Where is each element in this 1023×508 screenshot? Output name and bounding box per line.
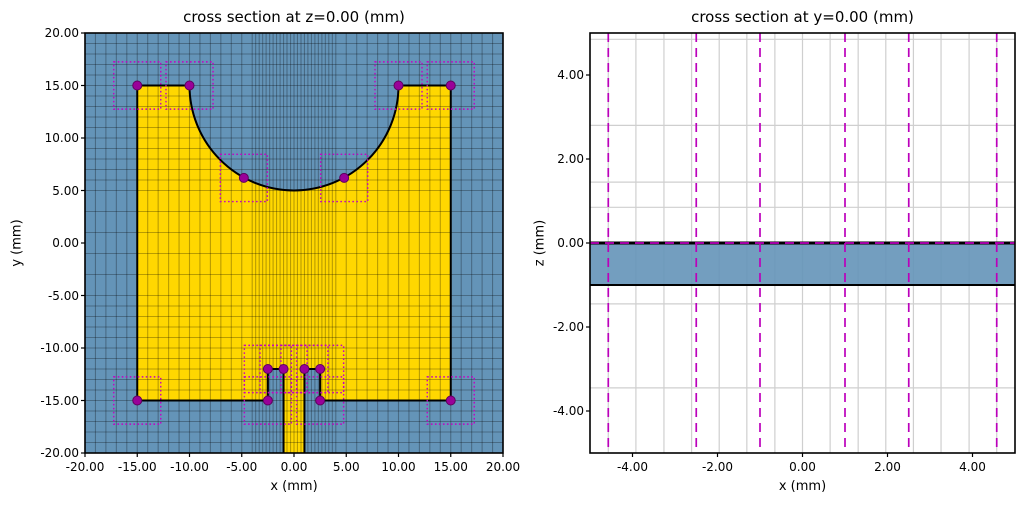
left-y-tick-label: -5.00	[47, 288, 79, 303]
left-xaxis-label: x (mm)	[270, 479, 318, 494]
probe-dot-layer	[132, 80, 456, 406]
left-x-tick-label: -15.00	[117, 460, 157, 474]
probe-box	[165, 61, 214, 110]
left-y-tick-label: -10.00	[40, 341, 79, 355]
probe-box	[113, 376, 162, 425]
mesh-hint-layer	[590, 33, 1015, 453]
right-x-tick-label: 2.00	[874, 460, 901, 474]
probe-box	[426, 61, 475, 110]
left-x-tick-label: -5.00	[226, 460, 258, 474]
probe-dot	[278, 364, 289, 374]
right-x-tick-label: -4.00	[616, 460, 649, 474]
mesh-grid	[84, 32, 504, 454]
right-y-tick-label: 2.00	[557, 152, 584, 166]
right-y-tick-label: 0.00	[557, 236, 584, 250]
probe-box	[243, 344, 293, 394]
probe-dot	[132, 80, 143, 91]
left-y-tick-label: -15.00	[40, 393, 79, 408]
probe-dot	[184, 80, 195, 91]
left-y-tick-label: 5.00	[52, 183, 79, 198]
probe-dot	[238, 172, 249, 183]
probe-dot	[299, 364, 310, 374]
probe-dot	[315, 364, 326, 374]
left-y-tick-label: 15.00	[44, 78, 79, 93]
left-x-tick-label: 10.00	[381, 460, 416, 474]
right-plot-title: cross section at y=0.00 (mm)	[691, 8, 914, 26]
probe-dot	[445, 80, 456, 91]
right-x-tick-label: -2.00	[701, 460, 734, 474]
probe-box	[113, 61, 162, 110]
probe-box	[243, 376, 293, 425]
probe-box	[219, 153, 269, 203]
probe-dot	[315, 395, 326, 406]
right-y-tick-label: 4.00	[557, 68, 584, 82]
probe-dot	[132, 395, 143, 406]
substrate-slab	[590, 243, 1015, 285]
left-x-tick-label: -10.00	[170, 460, 209, 474]
right-y-tick-label: -2.00	[552, 320, 584, 334]
right-x-tick-label: 4.00	[959, 460, 986, 474]
left-x-tick-label: 0.00	[280, 460, 308, 474]
left-plot-title: cross section at z=0.00 (mm)	[183, 8, 405, 26]
left-x-tick-label: -20.00	[65, 460, 105, 474]
left-x-tick-label: 5.00	[332, 460, 360, 474]
left-x-tick-label: 20.00	[485, 460, 521, 474]
probe-dot	[262, 364, 273, 374]
probe-box	[259, 344, 308, 394]
left-plot-canvas	[81, 32, 504, 457]
left-y-tick-label: -20.00	[40, 446, 79, 460]
probe-dot	[393, 80, 404, 91]
right-xaxis-label: x (mm)	[778, 479, 827, 494]
right-x-tick-label: 0.00	[789, 460, 816, 474]
probe-box	[374, 61, 423, 110]
probe-box	[319, 153, 369, 203]
left-x-tick-label: 15.00	[433, 460, 468, 474]
metal-patch-fill	[137, 85, 451, 453]
left-y-tick-label: 10.00	[44, 131, 79, 145]
probe-dot	[262, 395, 273, 406]
probe-box	[295, 376, 345, 425]
probe-box	[295, 344, 345, 394]
left-y-tick-label: 20.00	[44, 26, 79, 40]
probe-dot	[445, 395, 456, 406]
right-plot-canvas	[586, 32, 1016, 457]
probe-box	[426, 376, 475, 425]
left-y-tick-label: 0.00	[52, 236, 79, 250]
probe-dot	[339, 172, 350, 183]
right-y-tick-label: -4.00	[552, 404, 584, 418]
